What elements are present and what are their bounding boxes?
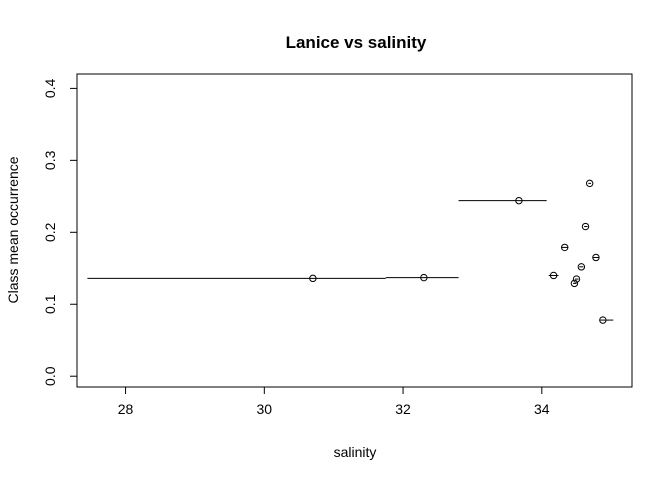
data-series [87,179,614,324]
x-tick-label: 34 [534,401,550,417]
plot-frame [76,73,633,388]
x-axis: 28 30 32 34 [118,387,550,417]
y-tick-label: 0.3 [42,150,58,170]
data-point [585,179,594,188]
data-point [549,271,558,280]
data-point [592,253,600,262]
data-point [599,316,607,324]
data-point [561,243,569,252]
x-axis-label: salinity [334,444,377,460]
data-point [309,274,317,283]
y-tick-label: 0.4 [42,78,58,98]
y-tick-label: 0.1 [42,294,58,314]
data-point [572,275,581,283]
x-tick-label: 32 [395,401,411,417]
data-point [570,279,579,288]
chart-title: Lanice vs salinity [286,33,427,52]
data-point [581,222,590,231]
data-point [577,263,586,271]
data-point [420,273,428,282]
x-tick-label: 30 [257,401,273,417]
y-axis-label: Class mean occurrence [5,156,21,303]
y-tick-label: 0.2 [42,222,58,242]
y-axis: 0.0 0.1 0.2 0.3 0.4 [42,78,77,386]
x-tick-label: 28 [118,401,134,417]
y-tick-label: 0.0 [42,366,58,386]
data-point [515,196,523,205]
